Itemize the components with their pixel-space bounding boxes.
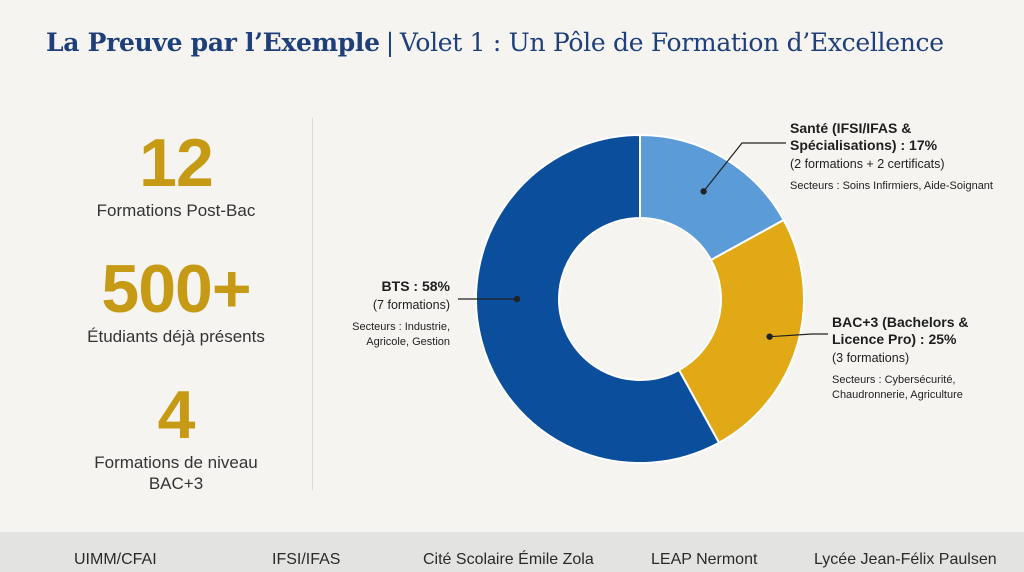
title-bold: La Preuve par l’Exemple (46, 28, 380, 57)
annotation-bac3-sectors-2: Chaudronnerie, Agriculture (832, 389, 963, 401)
annotation-bac3-title-1: BAC+3 (Bachelors & (832, 314, 969, 330)
leader-bac3 (769, 333, 828, 338)
annotation-bts-sectors-2: Agricole, Gestion (366, 336, 450, 348)
annotation-sante-sectors: Secteurs : Soins Infirmiers, Aide-Soigna… (790, 180, 993, 192)
stat-label: Étudiants déjà présents (87, 327, 265, 346)
annotation-sante: Santé (IFSI/IFAS & Spécialisations) : 17… (790, 120, 993, 194)
vertical-divider (312, 118, 313, 490)
partner-ifsi-ifas: IFSI/IFAS (272, 551, 341, 568)
stat-formations-bac3: 4 Formations de niveau BAC+3 (40, 380, 312, 494)
annotation-sante-title-2: Spécialisations) : 17% (790, 137, 938, 153)
annotation-bts-sub: (7 formations) (372, 298, 450, 312)
partner-cite-scolaire: Cité Scolaire Émile Zola (423, 551, 594, 568)
slice-bts (475, 133, 721, 464)
annotation-sante-sub: (2 formations + 2 certificats) (790, 157, 945, 171)
annotation-bac3-title-2: Licence Pro) : 25% (832, 331, 957, 347)
stat-value: 4 (157, 377, 196, 453)
annotation-bac3: BAC+3 (Bachelors & Licence Pro) : 25% (3… (832, 314, 969, 403)
slice-bac3 (677, 218, 805, 445)
partner-lycee: Lycée Jean-Félix Paulsen (814, 551, 997, 568)
stat-label-line1: Formations de niveau (94, 453, 258, 472)
stat-formations-post-bac: 12 Formations Post-Bac (40, 128, 312, 221)
partner-leap: LEAP Nermont (651, 551, 758, 568)
title-separator: | (385, 28, 394, 57)
leader-bac3-dot (766, 333, 773, 340)
annotation-bts-sectors-1: Secteurs : Industrie, (352, 321, 450, 333)
annotation-bac3-sectors-1: Secteurs : Cybersécurité, (832, 374, 956, 386)
stat-etudiants: 500+ Étudiants déjà présents (40, 254, 312, 347)
stat-value: 12 (139, 125, 214, 201)
stat-label: Formations Post-Bac (96, 201, 256, 220)
annotation-sante-title-1: Santé (IFSI/IFAS & (790, 120, 912, 136)
annotation-bts-title: BTS : 58% (381, 278, 450, 294)
stat-label-line2: BAC+3 (148, 474, 204, 493)
annotation-bac3-sub: (3 formations) (832, 351, 910, 365)
leader-bts-dot (513, 295, 521, 303)
leader-sante (703, 142, 786, 192)
page-title: La Preuve par l’Exemple | Volet 1 : Un Pôl… (46, 28, 944, 57)
stat-value: 500+ (101, 251, 251, 327)
slice-sante (639, 133, 786, 262)
partner-footer: UIMM/CFAI IFSI/IFAS Cité Scolaire Émile … (0, 532, 1024, 572)
leader-sante-dot (700, 188, 707, 195)
partner-uimm-cfai: UIMM/CFAI (74, 551, 157, 568)
annotation-bts: BTS : 58% (7 formations) Secteurs : Indu… (300, 278, 450, 350)
title-rest: Volet 1 : Un Pôle de Formation d’Excelle… (399, 28, 944, 57)
